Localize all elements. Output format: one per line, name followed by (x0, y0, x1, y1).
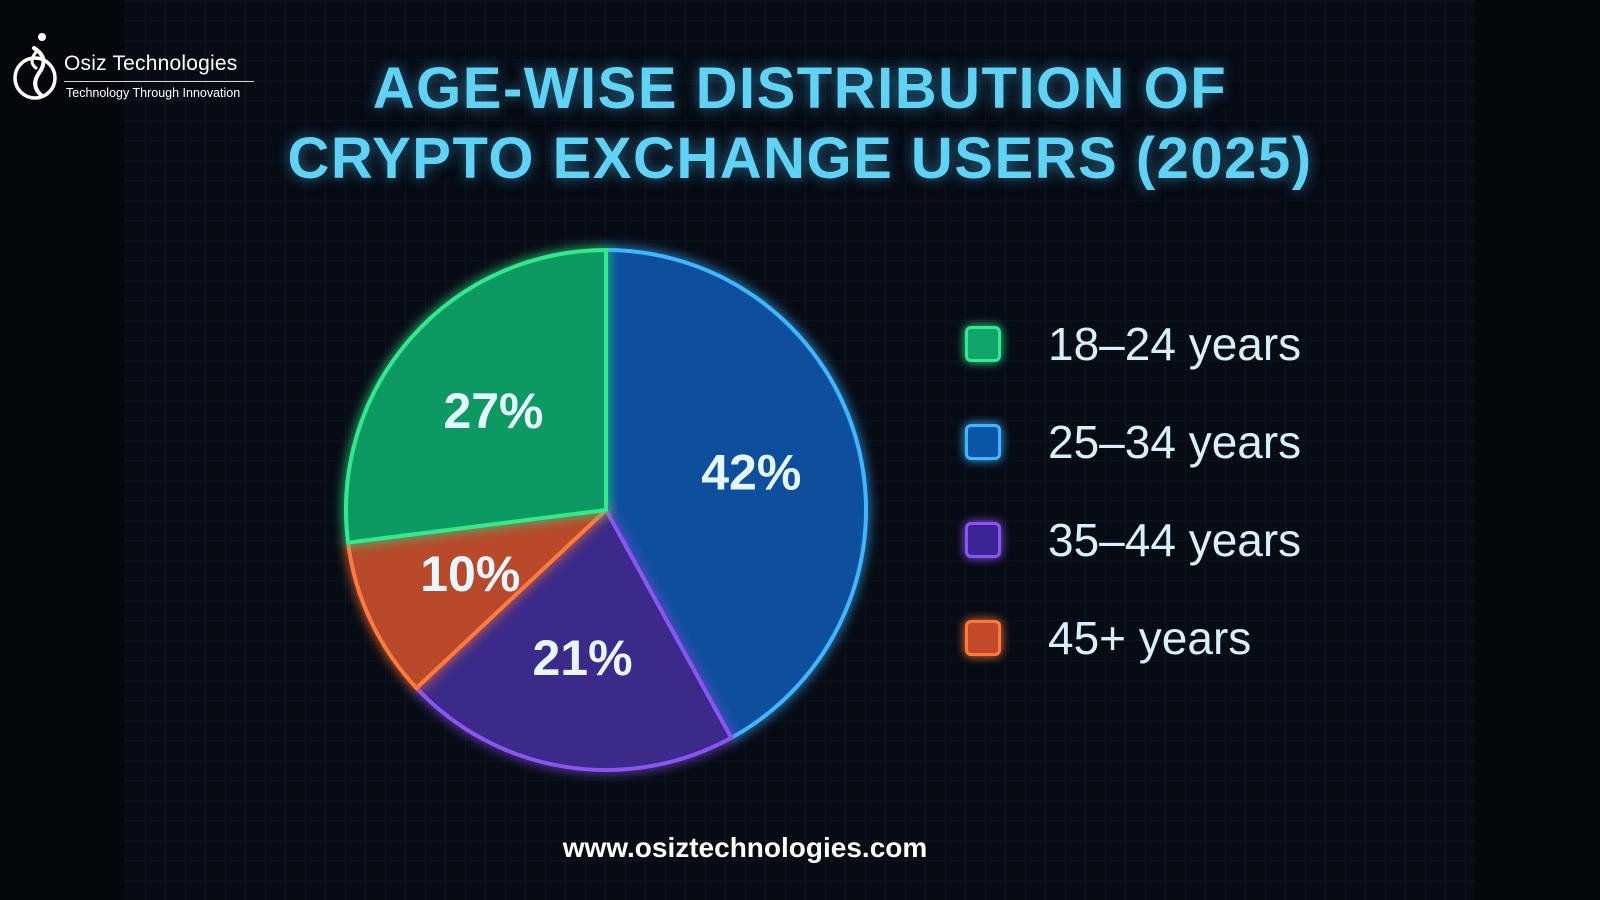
pie-slice-value-label: 27% (443, 383, 543, 439)
legend-label: 35–44 years (1048, 514, 1302, 566)
pie-slice-value-label: 21% (532, 630, 632, 686)
legend-label: 45+ years (1048, 612, 1252, 664)
pie-slice-45plus-years (346, 508, 608, 690)
brand-logo: Osiz Technologies Technology Through Inn… (12, 28, 254, 108)
chart-title-line-2: CRYPTO EXCHANGE USERS (2025) (287, 126, 1313, 191)
osiz-logo-icon (13, 33, 57, 100)
brand-name: Osiz Technologies (64, 52, 238, 75)
legend-swatch (965, 620, 1001, 656)
pie-slice-18-24-years (344, 248, 608, 545)
legend-swatch (965, 326, 1001, 362)
pie-slice-35-44-years (414, 508, 734, 772)
legend-label: 25–34 years (1048, 416, 1302, 468)
legend-swatch (965, 522, 1001, 558)
brand-divider (64, 81, 254, 82)
brand-tagline: Technology Through Innovation (66, 86, 241, 100)
legend-label: 18–24 years (1048, 318, 1302, 370)
pie-slice-25-34-years (604, 248, 868, 740)
pie-slices (344, 248, 868, 772)
legend-swatch (965, 424, 1001, 460)
pie-labels: 42% 21%10% 27% (420, 383, 801, 686)
website-url: www.osiztechnologies.com (562, 832, 928, 863)
pie-slice-value-label: 42% (701, 445, 801, 501)
chart-title-line-1: AGE-WISE DISTRIBUTION OF (372, 56, 1228, 121)
chart-title: AGE-WISE DISTRIBUTION OF CRYPTO EXCHANGE… (0, 54, 1600, 194)
pie-slice-value-label: 10% (420, 546, 520, 602)
